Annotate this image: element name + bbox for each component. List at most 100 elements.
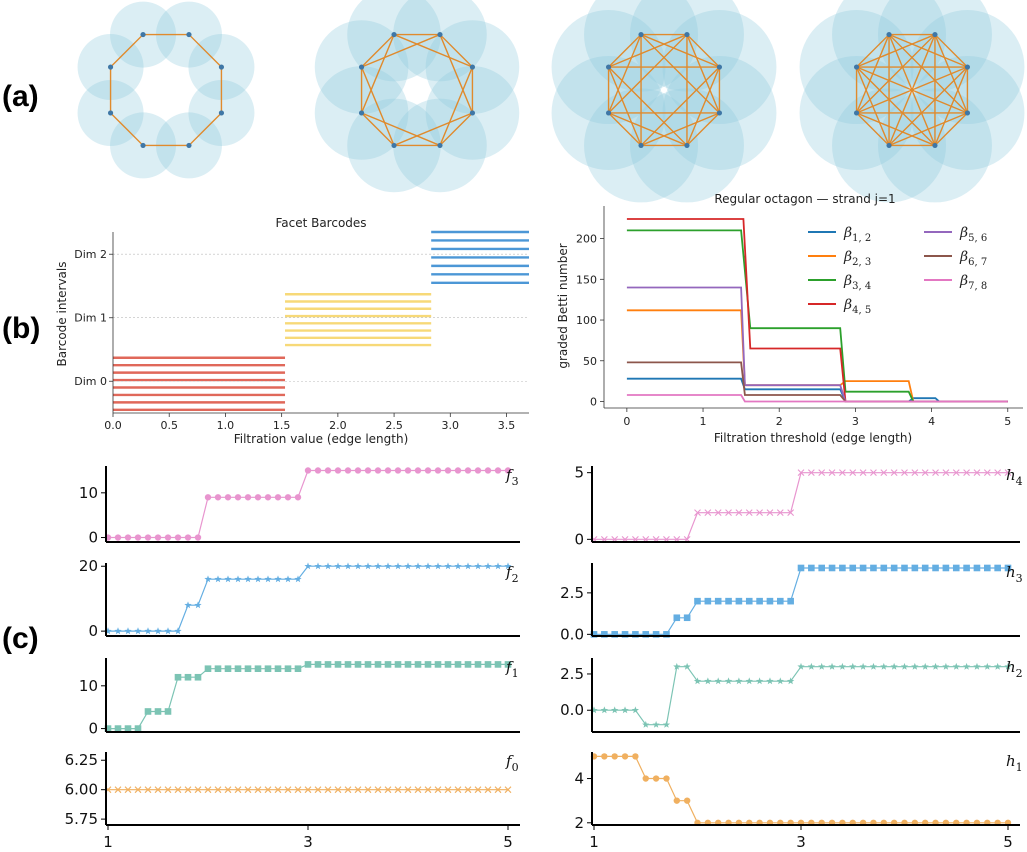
point-f1-5 [144, 708, 152, 715]
point-h4-14 [725, 509, 732, 517]
point-h1-7 [652, 775, 660, 782]
point-f3-32 [414, 467, 422, 474]
line-h1 [594, 755, 1008, 824]
point-f1-21 [304, 661, 312, 668]
point-h1-6 [642, 775, 649, 782]
point-f3-2 [114, 534, 122, 541]
point-h2-26 [849, 662, 857, 670]
xtick-label: 5 [503, 833, 513, 851]
point-f0-26 [354, 786, 362, 794]
point-f0-29 [384, 786, 392, 794]
edge [888, 34, 936, 146]
barcode-bars [113, 230, 529, 412]
vertex-4 [932, 142, 938, 149]
point-f0-5 [144, 786, 152, 794]
point-f3-33 [424, 467, 432, 474]
point-h3-27 [859, 564, 867, 572]
point-h1-8 [663, 775, 670, 782]
point-h3-13 [714, 597, 722, 605]
point-h3-33 [921, 564, 929, 572]
xtick-label: 4 [928, 415, 935, 428]
point-f3-28 [374, 467, 382, 474]
legend-subscript: 1, 2 [852, 233, 871, 244]
xtick-label: 1.0 [217, 419, 235, 432]
point-h3-39 [984, 564, 991, 572]
point-h3-24 [828, 564, 836, 572]
point-f0-16 [254, 786, 262, 794]
label-subscript: 3 [1016, 572, 1023, 585]
point-f0-9 [184, 786, 192, 794]
vertex-8 [391, 31, 397, 38]
point-f2-7 [164, 627, 172, 635]
vertex-7 [358, 64, 365, 70]
point-h3-9 [673, 614, 681, 622]
edge [686, 112, 720, 146]
ytick-label: 2.5 [560, 665, 584, 683]
point-h3-23 [818, 564, 825, 572]
point-f2-15 [244, 575, 252, 583]
ytick-label: 5.75 [65, 810, 98, 828]
point-f3-11 [204, 494, 212, 501]
panel-h2: 0.0 2.5 h2 [560, 658, 1023, 733]
edge [608, 33, 688, 68]
point-f1-16 [254, 665, 262, 672]
xtick-label: 3 [303, 833, 313, 851]
point-f2-24 [334, 562, 342, 570]
ytick-label: 10 [79, 484, 98, 502]
legend-subscript: 2, 3 [852, 257, 871, 268]
point-f0-25 [344, 786, 352, 794]
xtick-label: 3.5 [498, 419, 516, 432]
point-h2-20 [787, 677, 795, 685]
betti-ylabel: graded Betti number [556, 243, 570, 368]
point-h3-34 [932, 564, 939, 572]
series-line-beta-7-8 [626, 394, 1008, 403]
point-h3-22 [808, 564, 815, 572]
point-f1-25 [344, 661, 352, 668]
point-f2-21 [304, 562, 312, 570]
ytick-label: 0 [590, 395, 597, 408]
point-h2-8 [662, 720, 671, 728]
point-f1-23 [324, 661, 332, 668]
point-f2-25 [344, 562, 352, 570]
point-f1-4 [134, 725, 142, 732]
point-h2-13 [714, 677, 722, 685]
xtick-label: 5 [1004, 415, 1011, 428]
edge [856, 34, 890, 68]
point-f3-13 [224, 494, 232, 501]
ytick-label: 2.5 [560, 584, 584, 602]
vertex-1 [437, 31, 443, 38]
barcode-axes: Dim 0 Dim 1 Dim 2 0.0 0.5 1.0 1.5 2.0 2.5 3.0 3.5 [74, 232, 529, 432]
xtick-label: 5 [1003, 833, 1013, 851]
point-f2-4 [134, 627, 142, 635]
point-f2-31 [404, 562, 412, 570]
legend-subscript: 4, 5 [852, 305, 871, 316]
point-f0-34 [434, 786, 442, 794]
point-h2-23 [818, 662, 826, 670]
point-f3-12 [214, 494, 222, 501]
octagon-complex-1 [77, 1, 255, 179]
point-f2-5 [144, 627, 152, 635]
vertex-2 [218, 64, 225, 70]
vertex-2 [469, 64, 476, 70]
point-h2-16 [745, 677, 753, 685]
point-h2-21 [797, 662, 805, 670]
ytick-dim-0: Dim 0 [74, 375, 107, 388]
ball-1 [393, 0, 487, 82]
point-h1-10 [683, 797, 691, 804]
ytick-label: 0.0 [560, 625, 584, 643]
point-h4-17 [756, 509, 763, 517]
point-f1-3 [124, 725, 132, 732]
point-h3-10 [683, 614, 691, 622]
vertex-8 [140, 31, 146, 38]
point-f0-11 [204, 786, 212, 794]
point-h4-13 [714, 509, 722, 517]
edge [361, 34, 395, 68]
ytick-label: 6.00 [65, 781, 98, 799]
point-h3-21 [797, 564, 805, 572]
point-f0-23 [324, 786, 332, 794]
label-subscript: 4 [1016, 475, 1023, 488]
point-f2-22 [314, 562, 322, 570]
vertex-4 [437, 142, 443, 149]
point-h2-29 [880, 662, 888, 670]
